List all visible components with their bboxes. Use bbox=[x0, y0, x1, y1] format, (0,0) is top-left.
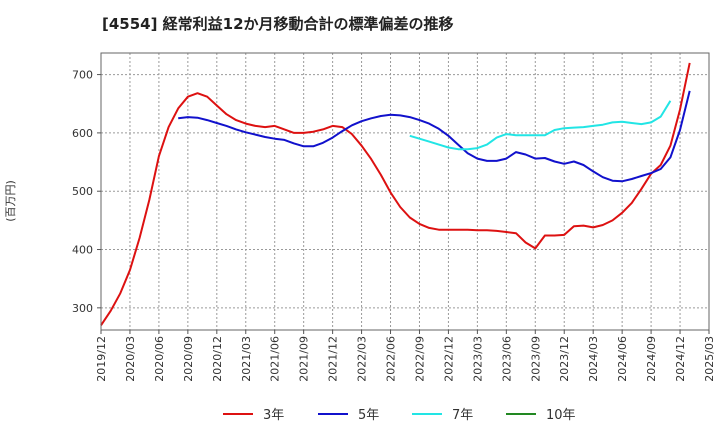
x-tick-label: 2022/12 bbox=[442, 336, 455, 382]
x-tick-label: 2023/09 bbox=[529, 336, 542, 382]
x-tick-label: 2021/12 bbox=[327, 336, 340, 382]
y-axis-label: (百万円) bbox=[4, 180, 17, 222]
x-tick-label: 2024/06 bbox=[616, 336, 629, 382]
series-layer bbox=[100, 62, 691, 326]
x-tick-label: 2022/06 bbox=[385, 336, 398, 382]
x-tick-label: 2021/03 bbox=[240, 336, 253, 382]
x-tick-label: 2020/03 bbox=[124, 336, 137, 382]
x-tick-label: 2019/12 bbox=[95, 336, 108, 382]
legend-label-4: 10年 bbox=[546, 408, 576, 423]
y-tick-label: 600 bbox=[72, 127, 93, 140]
x-tick-label: 2020/09 bbox=[182, 336, 195, 382]
x-tick-label: 2020/06 bbox=[153, 336, 166, 382]
x-tick-label: 2024/09 bbox=[645, 336, 658, 382]
chart-title: [4554] 経常利益12か月移動合計の標準偏差の推移 bbox=[102, 15, 454, 33]
x-tick-label: 2020/12 bbox=[211, 336, 224, 382]
y-ticks: 300 400 500 600 700 bbox=[72, 69, 101, 315]
x-tick-label: 2025/03 bbox=[703, 336, 716, 382]
x-tick-label: 2024/03 bbox=[587, 336, 600, 382]
legend: 3年 5年 7年 10年 bbox=[223, 408, 576, 423]
y-tick-label: 500 bbox=[72, 185, 93, 198]
legend-label-1: 3年 bbox=[263, 408, 284, 423]
x-tick-label: 2021/09 bbox=[298, 336, 311, 382]
x-tick-label: 2023/03 bbox=[471, 336, 484, 382]
y-tick-label: 300 bbox=[72, 302, 93, 315]
x-tick-label: 2022/03 bbox=[356, 336, 369, 382]
x-ticks: 2019/12 2020/03 2020/06 2020/09 2020/12 2021/… bbox=[95, 330, 716, 382]
y-tick-label: 700 bbox=[72, 69, 93, 82]
legend-label-2: 5年 bbox=[358, 408, 379, 423]
series-line-2 bbox=[178, 90, 691, 183]
y-tick-label: 400 bbox=[72, 244, 93, 257]
x-tick-label: 2021/06 bbox=[269, 336, 282, 382]
x-tick-label: 2022/09 bbox=[413, 336, 426, 382]
x-tick-label: 2024/12 bbox=[674, 336, 687, 382]
x-tick-label: 2023/06 bbox=[500, 336, 513, 382]
x-tick-label: 2023/12 bbox=[558, 336, 571, 382]
legend-label-3: 7年 bbox=[452, 408, 473, 423]
grid bbox=[100, 53, 710, 330]
series-line-3 bbox=[409, 100, 672, 151]
series-line-1 bbox=[100, 62, 691, 326]
